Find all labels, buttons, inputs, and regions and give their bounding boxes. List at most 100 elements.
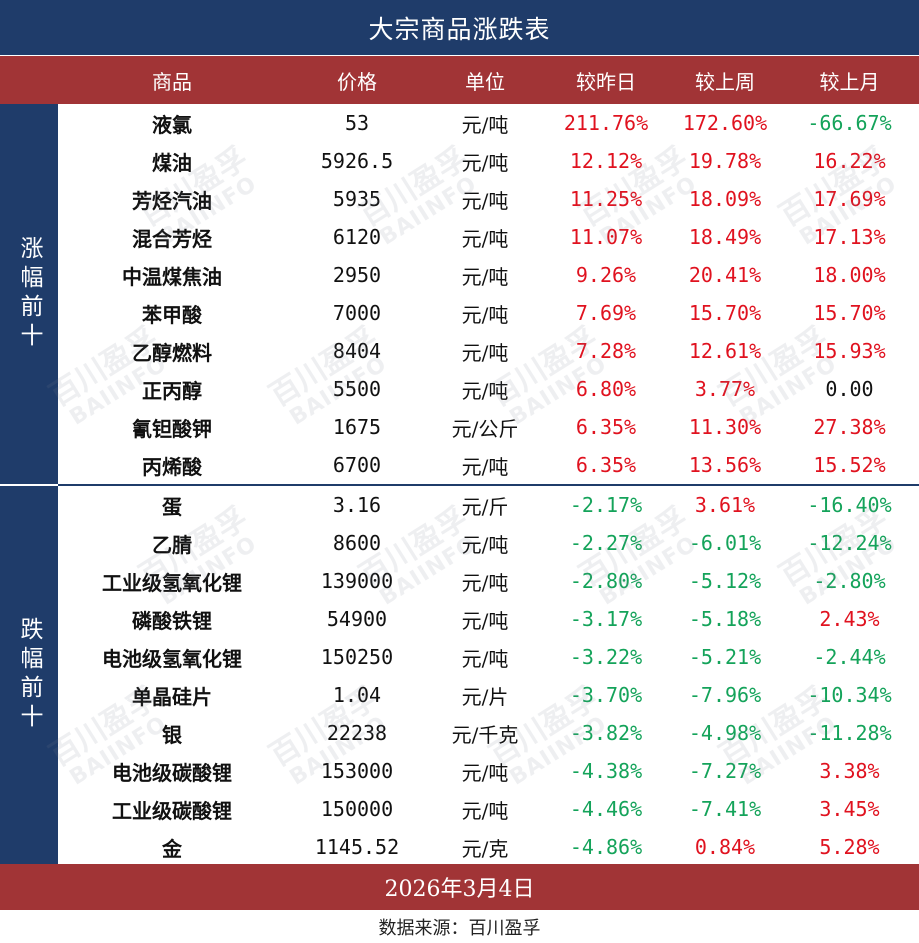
month-change: 16.22% bbox=[813, 149, 886, 173]
commodity-unit: 元/吨 bbox=[461, 112, 509, 137]
month-change: -11.28% bbox=[807, 721, 892, 745]
month-change: 5.28% bbox=[819, 835, 880, 859]
commodity-unit: 元/片 bbox=[461, 684, 509, 709]
month-change: 3.45% bbox=[819, 797, 880, 821]
week-change: 0.84% bbox=[694, 835, 756, 859]
commodity-unit: 元/吨 bbox=[461, 570, 509, 595]
commodity-name: 中温煤焦油 bbox=[122, 264, 222, 289]
commodity-price: 5500 bbox=[332, 377, 382, 401]
week-change: -5.12% bbox=[688, 569, 762, 593]
commodity-name: 单晶硅片 bbox=[132, 684, 212, 709]
table-row: 工业级碳酸锂 150000 元/吨 -4.46% -7.41% 3.45% bbox=[0, 790, 919, 828]
table-row: 银 22238 元/千克 -3.82% -4.98% -11.28% bbox=[0, 714, 919, 752]
header-price: 价格 bbox=[337, 69, 377, 94]
month-change: -2.44% bbox=[813, 645, 886, 669]
commodity-name: 电池级碳酸锂 bbox=[112, 760, 232, 785]
table-row: 工业级氢氧化锂 139000 元/吨 -2.80% -5.12% -2.80% bbox=[0, 562, 919, 600]
week-change: 3.77% bbox=[694, 377, 756, 401]
commodity-unit: 元/吨 bbox=[461, 454, 509, 479]
commodity-price: 53 bbox=[344, 111, 370, 135]
report-date: 2026年3月4日 bbox=[0, 864, 919, 910]
commodity-unit: 元/吨 bbox=[461, 150, 509, 175]
commodity-price: 6700 bbox=[332, 453, 382, 477]
month-change: -2.80% bbox=[813, 569, 886, 593]
month-change: 15.52% bbox=[813, 453, 886, 477]
commodity-price: 5935 bbox=[332, 187, 382, 211]
commodity-name: 磷酸铁锂 bbox=[132, 608, 212, 633]
table-row: 电池级碳酸锂 153000 元/吨 -4.38% -7.27% 3.38% bbox=[0, 752, 919, 790]
month-change: -16.40% bbox=[807, 493, 892, 517]
day-change: -4.38% bbox=[569, 759, 643, 783]
day-change: 211.76% bbox=[563, 111, 649, 135]
commodity-unit: 元/吨 bbox=[461, 760, 509, 785]
day-change: 11.07% bbox=[569, 225, 643, 249]
commodity-price: 1145.52 bbox=[314, 835, 400, 859]
commodity-unit: 元/吨 bbox=[461, 646, 509, 671]
commodity-unit: 元/吨 bbox=[461, 608, 509, 633]
commodity-name: 乙醇燃料 bbox=[132, 340, 212, 365]
day-change: -2.17% bbox=[569, 493, 643, 517]
table-row: 蛋 3.16 元/斤 -2.17% 3.61% -16.40% bbox=[0, 486, 919, 524]
week-change: 172.60% bbox=[682, 111, 768, 135]
week-change: 18.49% bbox=[688, 225, 762, 249]
commodity-name: 蛋 bbox=[162, 494, 182, 519]
commodity-name: 电池级氢氧化锂 bbox=[102, 646, 242, 671]
commodity-unit: 元/吨 bbox=[461, 226, 509, 251]
table-row: 乙醇燃料 8404 元/吨 7.28% 12.61% 15.93% bbox=[0, 332, 919, 370]
day-change: -3.22% bbox=[569, 645, 643, 669]
week-change: -4.98% bbox=[688, 721, 762, 745]
day-change: 11.25% bbox=[569, 187, 643, 211]
week-change: -7.27% bbox=[688, 759, 762, 783]
table-row: 乙腈 8600 元/吨 -2.27% -6.01% -12.24% bbox=[0, 524, 919, 562]
table-row: 电池级氢氧化锂 150250 元/吨 -3.22% -5.21% -2.44% bbox=[0, 638, 919, 676]
commodity-price: 5926.5 bbox=[320, 149, 394, 173]
day-change: -3.70% bbox=[569, 683, 643, 707]
month-change: 0.00 bbox=[825, 377, 874, 401]
commodity-price: 54900 bbox=[326, 607, 388, 631]
table-row: 芳烃汽油 5935 元/吨 11.25% 18.09% 17.69% bbox=[0, 180, 919, 218]
commodity-price: 150250 bbox=[320, 645, 394, 669]
month-change: 17.13% bbox=[813, 225, 886, 249]
week-change: 15.70% bbox=[688, 301, 762, 325]
header-week-change: 较上周 bbox=[695, 69, 755, 94]
month-change: 15.70% bbox=[813, 301, 886, 325]
commodity-unit: 元/吨 bbox=[461, 264, 509, 289]
commodity-name: 工业级氢氧化锂 bbox=[102, 570, 242, 595]
week-change: -5.18% bbox=[688, 607, 762, 631]
month-change: 15.93% bbox=[813, 339, 886, 363]
page-title: 大宗商品涨跌表 bbox=[0, 0, 919, 55]
commodity-name: 苯甲酸 bbox=[142, 302, 202, 327]
commodity-unit: 元/吨 bbox=[461, 378, 509, 403]
day-change: -4.46% bbox=[569, 797, 643, 821]
day-change: -2.27% bbox=[569, 531, 643, 555]
commodity-price: 139000 bbox=[320, 569, 394, 593]
table-row: 正丙醇 5500 元/吨 6.80% 3.77% 0.00 bbox=[0, 370, 919, 408]
commodity-name: 芳烃汽油 bbox=[132, 188, 212, 213]
commodity-price: 150000 bbox=[320, 797, 394, 821]
commodity-unit: 元/公斤 bbox=[451, 416, 519, 441]
gainers-group-text: 涨幅前十 bbox=[16, 236, 42, 352]
commodity-price: 3.16 bbox=[332, 493, 382, 517]
month-change: -12.24% bbox=[807, 531, 892, 555]
commodity-unit: 元/吨 bbox=[461, 798, 509, 823]
table-row: 中温煤焦油 2950 元/吨 9.26% 20.41% 18.00% bbox=[0, 256, 919, 294]
header-day-change: 较昨日 bbox=[576, 69, 636, 94]
commodity-price: 8404 bbox=[332, 339, 382, 363]
commodity-name: 银 bbox=[162, 722, 182, 747]
month-change: 3.38% bbox=[819, 759, 880, 783]
day-change: -2.80% bbox=[569, 569, 643, 593]
gainers-group-label: 涨幅前十 bbox=[0, 104, 58, 484]
week-change: 18.09% bbox=[688, 187, 762, 211]
commodity-price: 22238 bbox=[326, 721, 388, 745]
day-change: -3.82% bbox=[569, 721, 643, 745]
month-change: 17.69% bbox=[813, 187, 886, 211]
commodity-unit: 元/千克 bbox=[451, 722, 519, 747]
table-row: 煤油 5926.5 元/吨 12.12% 19.78% 16.22% bbox=[0, 142, 919, 180]
commodity-price: 7000 bbox=[332, 301, 382, 325]
month-change: -66.67% bbox=[807, 111, 892, 135]
commodity-price: 153000 bbox=[320, 759, 394, 783]
table-row: 磷酸铁锂 54900 元/吨 -3.17% -5.18% 2.43% bbox=[0, 600, 919, 638]
commodity-price: 2950 bbox=[332, 263, 382, 287]
day-change: -4.86% bbox=[569, 835, 643, 859]
